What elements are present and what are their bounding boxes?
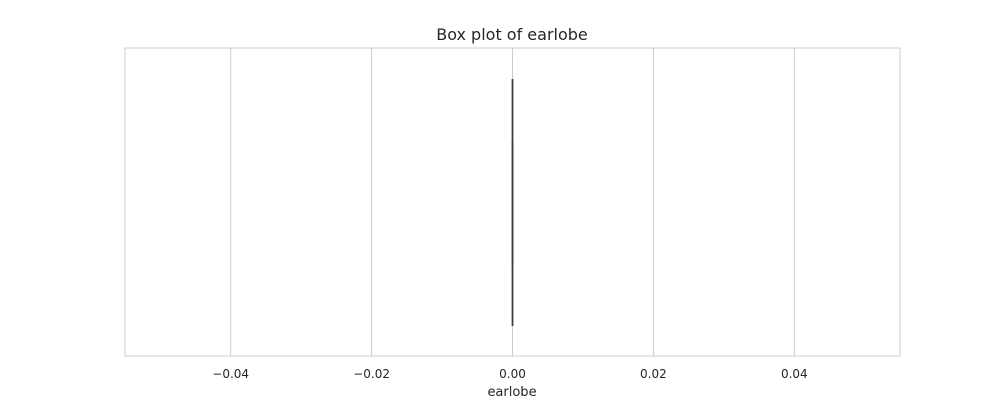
chart-title: Box plot of earlobe: [436, 25, 588, 44]
x-tick-label: −0.02: [353, 367, 390, 381]
x-tick-label: −0.04: [212, 367, 249, 381]
plot-frame: [124, 47, 901, 357]
x-tick-label: 0.02: [640, 367, 667, 381]
x-tick-labels: −0.04 −0.02 0.00 0.02 0.04: [212, 367, 807, 381]
x-tick-label: 0.00: [499, 367, 526, 381]
x-axis-label: earlobe: [487, 385, 536, 400]
x-tick-label: 0.04: [781, 367, 808, 381]
